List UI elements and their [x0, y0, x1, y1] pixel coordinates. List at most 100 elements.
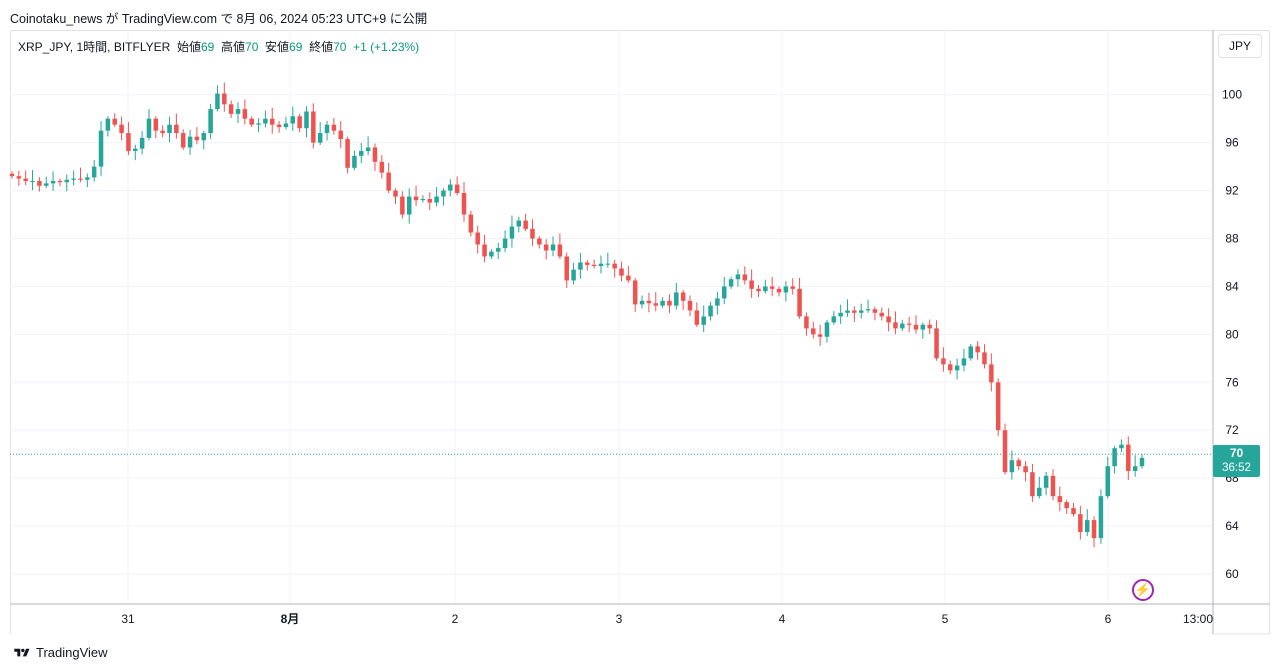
candle [153, 116, 159, 139]
candle [365, 136, 371, 156]
candle [852, 306, 857, 322]
last-price-value: 70 [1229, 446, 1244, 460]
candle [16, 170, 22, 187]
candle [304, 106, 309, 138]
candle [119, 116, 124, 141]
candle [975, 341, 980, 360]
symbol-legend: XRP_JPY, 1時間, BITFLYER 始値69 高値70 安値69 終値… [18, 38, 419, 55]
candle [756, 285, 761, 297]
candle [776, 286, 782, 297]
candle [71, 170, 76, 186]
candle [865, 299, 871, 313]
candle [187, 129, 193, 155]
time-axis: 31 8月 2 3 4 5 6 13:00 [121, 612, 1213, 626]
candle [578, 252, 583, 279]
price-tick-label: 92 [1225, 184, 1239, 198]
candle [269, 107, 275, 134]
candle [502, 230, 508, 253]
candle [811, 321, 816, 339]
price-tick-label: 84 [1225, 279, 1239, 293]
time-tick-label: 8月 [281, 612, 300, 626]
candle [454, 176, 460, 196]
time-tick-label: 4 [779, 612, 786, 626]
candle [530, 219, 535, 246]
candle [1139, 453, 1145, 469]
candle [1023, 460, 1028, 482]
candle [146, 109, 152, 141]
candle [804, 312, 809, 336]
candle [263, 110, 268, 128]
candle [1126, 436, 1131, 481]
candle [98, 121, 104, 176]
candle [434, 186, 439, 207]
candle [646, 292, 652, 313]
candle [639, 295, 645, 309]
candle [653, 292, 659, 312]
currency-button[interactable]: JPY [1218, 34, 1262, 58]
candle [537, 236, 542, 249]
candle [372, 143, 378, 171]
brand-label: TradingView [36, 645, 108, 660]
candle [9, 171, 15, 179]
candle [50, 171, 56, 191]
candle [1071, 502, 1076, 517]
candle [715, 291, 720, 315]
candle [64, 174, 70, 192]
candle [598, 255, 604, 274]
candle [626, 266, 631, 283]
last-price-tag: 70 36:52 [1213, 445, 1260, 477]
legend-symbol: XRP_JPY, 1時間, BITFLYER [18, 40, 171, 54]
candle [934, 320, 939, 361]
candle [954, 358, 960, 380]
candle [906, 316, 912, 333]
candle [208, 103, 213, 139]
candle [126, 122, 131, 156]
candle [619, 261, 624, 282]
candle [941, 347, 946, 372]
candle [742, 266, 748, 285]
candle [845, 299, 850, 317]
candle [571, 262, 576, 285]
candle [489, 249, 494, 259]
tradingview-brand[interactable]: TradingView [12, 645, 108, 660]
candle [1037, 476, 1042, 499]
candle [242, 99, 248, 125]
time-tick-label: 6 [1105, 612, 1112, 626]
candle [317, 122, 323, 146]
flash-icon[interactable]: ⚡ [1132, 579, 1154, 601]
price-tick-label: 100 [1222, 88, 1242, 102]
candle [947, 360, 953, 375]
candle [331, 117, 337, 135]
candle [461, 181, 467, 222]
candle [790, 278, 795, 295]
candle [256, 118, 261, 133]
candle [783, 281, 789, 302]
candle [249, 116, 254, 128]
candle [57, 178, 63, 187]
candle [194, 127, 200, 145]
candle [311, 103, 316, 149]
candle [105, 116, 111, 137]
legend-change: +1 (+1.23%) [353, 40, 420, 54]
candle [763, 279, 768, 294]
candle [838, 304, 843, 324]
candle [632, 278, 638, 312]
price-tick-label: 72 [1225, 423, 1239, 437]
candle [680, 290, 686, 310]
price-tick-label: 76 [1225, 375, 1239, 389]
candle [1098, 489, 1104, 544]
candle [324, 120, 330, 141]
legend-low-value: 69 [289, 40, 303, 54]
candle [406, 188, 412, 224]
legend-close-label: 終値 [309, 40, 334, 54]
candle [585, 260, 590, 271]
candle [180, 129, 186, 150]
candle [215, 85, 220, 112]
candle [1057, 486, 1063, 512]
legend-high-value: 70 [245, 40, 259, 54]
candle [516, 216, 522, 233]
grid-lines [10, 30, 1213, 604]
legend-low-label: 安値 [265, 40, 290, 54]
candle [352, 150, 357, 171]
